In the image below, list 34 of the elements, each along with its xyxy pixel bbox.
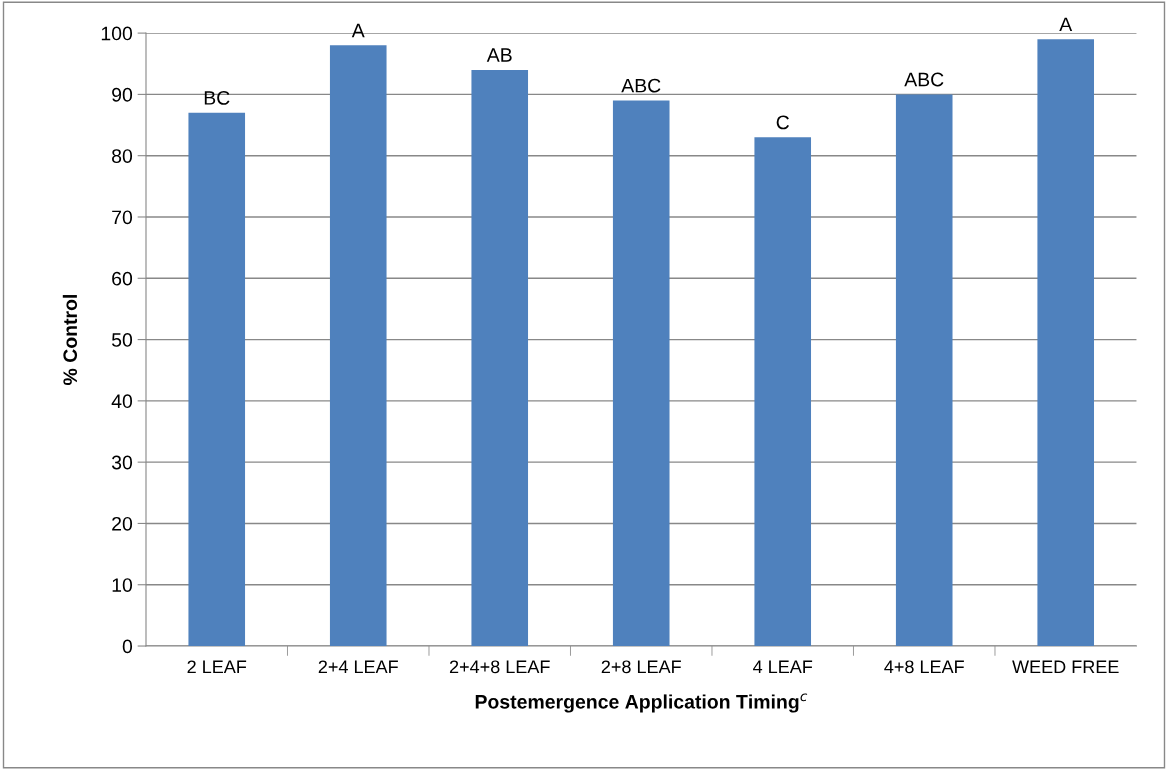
x-tick-label: 2+4 LEAF: [318, 660, 398, 673]
x-tick-label: 2 LEAF: [187, 660, 247, 673]
y-tick-label: 100: [101, 26, 133, 41]
data-label: ABC: [904, 72, 944, 87]
bar: [188, 112, 246, 647]
y-tick-label: 40: [111, 394, 133, 409]
y-tick-label: 30: [111, 455, 133, 470]
bar: [895, 94, 953, 647]
y-tick-label: 70: [112, 210, 133, 225]
y-tick-label: 10: [112, 578, 133, 592]
data-label: BC: [204, 91, 230, 105]
y-tick-label: 90: [112, 87, 133, 102]
bar: [329, 45, 387, 647]
x-tick-label: 2+8 LEAF: [601, 660, 681, 674]
y-tick-label: 20: [112, 516, 133, 531]
bar: [612, 100, 670, 647]
y-tick-label: 60: [112, 271, 133, 286]
y-tick-label: 80: [112, 149, 133, 163]
x-tick-label: WEED FREE: [1012, 660, 1119, 673]
data-label: C: [776, 115, 790, 130]
y-axis-title: % Control: [62, 295, 78, 385]
x-tick-label: 4 LEAF: [753, 660, 813, 673]
y-tick-label: 0: [122, 639, 133, 654]
data-label: A: [1059, 17, 1073, 32]
data-label: A: [351, 23, 365, 38]
bar: [471, 69, 529, 647]
bar: [1037, 39, 1095, 647]
data-label: AB: [486, 48, 512, 62]
bar: [754, 137, 812, 647]
data-label: ABC: [621, 78, 661, 93]
x-axis-title: Postemergence Application Timing$^{c}$: [475, 693, 808, 713]
x-tick-label: 4+8 LEAF: [884, 660, 964, 674]
x-tick-label: 2+4+8 LEAF: [449, 660, 550, 674]
y-tick-label: 50: [111, 333, 133, 347]
